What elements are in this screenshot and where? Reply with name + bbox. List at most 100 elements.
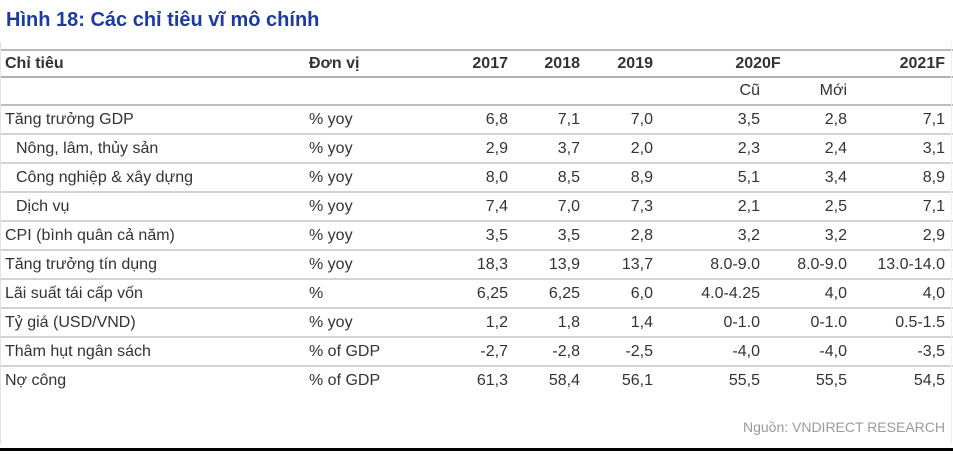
row-label: Tăng trưởng GDP [0, 105, 305, 135]
table-row: Thâm hụt ngân sách % of GDP -2,7 -2,8 -2… [0, 337, 953, 367]
row-label: Lãi suất tái cấp vốn [0, 279, 305, 309]
cell-2021f: 13.0-14.0 [855, 250, 953, 280]
cell-2020f-old: 5,1 [661, 163, 768, 193]
cell-2020f-new: 8.0-9.0 [768, 250, 855, 280]
cell-2020f-new: 2,5 [768, 192, 855, 222]
cell-2019: 2,0 [588, 134, 661, 164]
figure-title: Hình 18: Các chỉ tiêu vĩ mô chính [6, 9, 320, 31]
cell-2020f-old: 0-1.0 [661, 308, 768, 338]
cell-2021f: 3,1 [855, 134, 953, 164]
cell-2021f: 7,1 [855, 192, 953, 222]
cell-2019: 7,3 [588, 192, 661, 222]
macro-indicators-table: Chỉ tiêu Đơn vị 2017 2018 2019 2020F 202… [0, 49, 953, 395]
cell-2020f-old: -4,0 [661, 337, 768, 367]
cell-2020f-old: 3,5 [661, 105, 768, 135]
row-unit: % yoy [305, 221, 435, 251]
header-unit: Đơn vị [305, 49, 435, 78]
table-subheader-row: Cũ Mới [0, 77, 953, 106]
table-row: Tỷ giá (USD/VND) % yoy 1,2 1,8 1,4 0-1.0… [0, 308, 953, 338]
cell-2019: 1,4 [588, 308, 661, 338]
header-2019: 2019 [588, 49, 661, 78]
row-label: Nợ công [5, 372, 67, 389]
cell-2020f-old: 2,1 [661, 192, 768, 222]
cell-2018: 7,1 [516, 105, 588, 135]
cell-2017: 18,3 [435, 250, 516, 280]
cell-2020f-old: 2,3 [661, 134, 768, 164]
cell-2017: 3,5 [435, 221, 516, 251]
cell-2018: 7,0 [516, 192, 588, 222]
cell-2018: 8,5 [516, 163, 588, 193]
cell-2020f-old: 55,5 [728, 372, 760, 389]
table-row: CPI (bình quân cả năm) % yoy 3,5 3,5 2,8… [0, 221, 953, 251]
bottom-rule [0, 448, 953, 451]
cell-2021f: 0.5-1.5 [855, 308, 953, 338]
cell-2020f-old: 8.0-9.0 [661, 250, 768, 280]
cell-2020f-new: 0-1.0 [768, 308, 855, 338]
row-label: Nông, lâm, thủy sản [0, 134, 305, 164]
cell-2017: 61,3 [476, 372, 508, 389]
cell-2019: 7,0 [588, 105, 661, 135]
row-label: Tăng trưởng tín dụng [0, 250, 305, 280]
cell-2020f-new: 4,0 [768, 279, 855, 309]
header-2021f: 2021F [855, 49, 953, 78]
table-row: Tăng trưởng GDP % yoy 6,8 7,1 7,0 3,5 2,… [0, 105, 953, 135]
cell-2020f-old: 4.0-4.25 [661, 279, 768, 309]
cell-2018: 58,4 [548, 372, 580, 389]
cell-2017: 1,2 [435, 308, 516, 338]
subheader-empty [855, 77, 953, 106]
cell-2021f: 8,9 [855, 163, 953, 193]
cell-2021f: -3,5 [855, 337, 953, 367]
row-unit: % yoy [305, 105, 435, 135]
cell-2018: 3,7 [516, 134, 588, 164]
row-unit: % of GDP [309, 372, 381, 389]
header-2017: 2017 [435, 49, 516, 78]
table-row: Nông, lâm, thủy sản % yoy 2,9 3,7 2,0 2,… [0, 134, 953, 164]
table-row: Công nghiệp & xây dựng % yoy 8,0 8,5 8,9… [0, 163, 953, 193]
cell-2020f-new: 3,2 [768, 221, 855, 251]
row-label: Thâm hụt ngân sách [0, 337, 305, 367]
subheader-2020f-new: Mới [768, 77, 855, 106]
cell-2021f: 7,1 [855, 105, 953, 135]
table-row: Nợ công % of GDP 61,3 58,4 56,1 55,5 55,… [0, 366, 953, 395]
cell-2017: 2,9 [435, 134, 516, 164]
cell-2019: 2,8 [588, 221, 661, 251]
cell-2020f-new: -4,0 [768, 337, 855, 367]
subheader-2020f-old: Cũ [661, 77, 768, 106]
figure-left-edge [0, 42, 1, 444]
row-unit: % [305, 279, 435, 309]
cell-2017: 6,8 [435, 105, 516, 135]
row-unit: % yoy [305, 308, 435, 338]
cell-2018: 6,25 [516, 279, 588, 309]
table-row: Lãi suất tái cấp vốn % 6,25 6,25 6,0 4.0… [0, 279, 953, 309]
subheader-empty [0, 77, 305, 106]
table-header-row: Chỉ tiêu Đơn vị 2017 2018 2019 2020F 202… [0, 49, 953, 78]
row-label: CPI (bình quân cả năm) [0, 221, 305, 251]
header-2018: 2018 [516, 49, 588, 78]
cell-2018: 3,5 [516, 221, 588, 251]
cell-2021f: 4,0 [855, 279, 953, 309]
cell-2020f-new: 55,5 [815, 372, 847, 389]
row-label: Công nghiệp & xây dựng [0, 163, 305, 193]
cell-2021f: 2,9 [855, 221, 953, 251]
cell-2017: 7,4 [435, 192, 516, 222]
cell-2020f-new: 2,8 [768, 105, 855, 135]
row-label: Dịch vụ [0, 192, 305, 222]
cell-2019: 6,0 [588, 279, 661, 309]
row-unit: % yoy [305, 250, 435, 280]
cell-2018: 1,8 [516, 308, 588, 338]
cell-2017: 8,0 [435, 163, 516, 193]
cell-2018: 13,9 [516, 250, 588, 280]
cell-2020f-old: 3,2 [661, 221, 768, 251]
table-row: Tăng trưởng tín dụng % yoy 18,3 13,9 13,… [0, 250, 953, 280]
cell-2018: -2,8 [516, 337, 588, 367]
cell-2017: 6,25 [435, 279, 516, 309]
row-unit: % of GDP [305, 337, 435, 367]
cell-2017: -2,7 [435, 337, 516, 367]
subheader-empty [588, 77, 661, 106]
cell-2021f: 54,5 [913, 372, 945, 389]
header-2020f: 2020F [661, 49, 855, 78]
header-indicator: Chỉ tiêu [0, 49, 305, 78]
cell-2019: 56,1 [621, 372, 653, 389]
subheader-empty [435, 77, 516, 106]
table-row: Dịch vụ % yoy 7,4 7,0 7,3 2,1 2,5 7,1 [0, 192, 953, 222]
